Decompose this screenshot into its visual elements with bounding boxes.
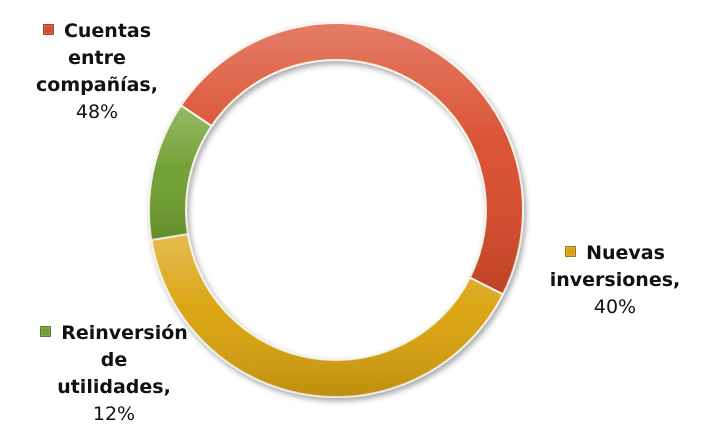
donut-slice-cuentas-entre-companias xyxy=(179,22,524,296)
donut-slices xyxy=(148,22,524,398)
slice-label-reinversion-de-utilidades: Reinversión de utilidades, 12% xyxy=(16,320,212,428)
slice-label-line: entre xyxy=(68,47,126,69)
donut-slice-reinversion-de-utilidades xyxy=(148,104,214,242)
slice-percent-label: 40% xyxy=(593,296,637,318)
slice-percent-label: 48% xyxy=(75,101,119,123)
slice-gloss xyxy=(151,233,503,397)
slice-label-line: Reinversión xyxy=(16,320,212,347)
slice-percent-label: 12% xyxy=(92,403,136,425)
legend-key-icon-nuevas xyxy=(565,246,577,257)
slice-label-line: Nuevas xyxy=(530,240,700,267)
slice-label-line: utilidades, xyxy=(57,376,171,398)
legend-key-icon-cuentas xyxy=(42,24,54,35)
slice-label-line: de xyxy=(100,349,128,371)
donut-slice-nuevas-inversiones xyxy=(150,232,505,398)
slice-label-line: compañías, xyxy=(36,74,158,96)
slice-label-line: Cuentas xyxy=(4,18,190,45)
legend-key-icon-reinversion xyxy=(40,326,52,337)
slice-gloss xyxy=(180,22,523,295)
slice-label-nuevas-inversiones: Nuevas inversiones, 40% xyxy=(530,240,700,321)
slice-label-cuentas-entre-companias: Cuentas entre compañías, 48% xyxy=(4,18,190,126)
slice-gloss xyxy=(149,105,212,240)
slice-label-line: inversiones, xyxy=(549,269,681,291)
